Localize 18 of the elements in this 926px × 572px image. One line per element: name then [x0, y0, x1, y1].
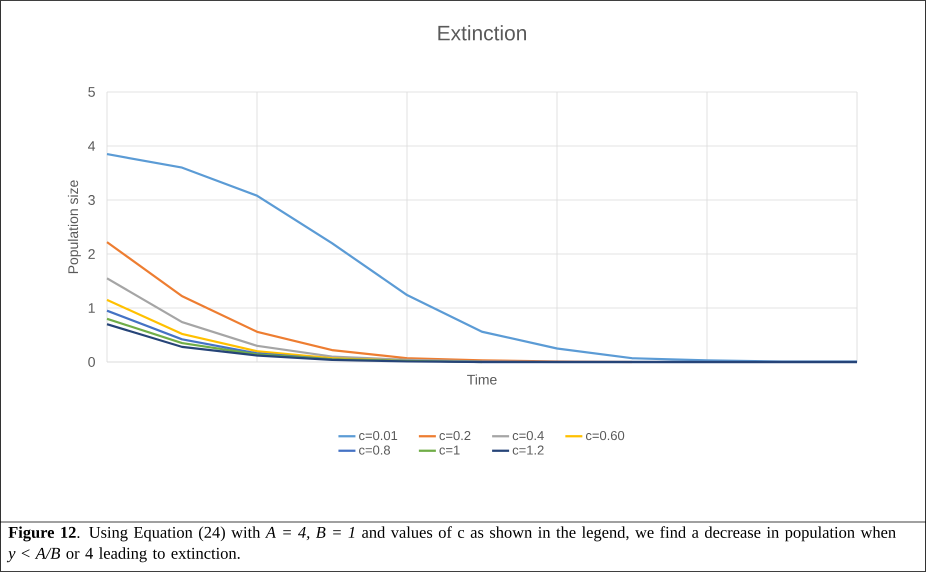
y-tick-label: 3	[88, 195, 95, 205]
y-axis-title: Population size	[68, 180, 81, 274]
y-tick-label: 1	[88, 303, 95, 313]
legend-label: c=0.8	[359, 446, 390, 455]
y-tick-label: 2	[88, 249, 95, 259]
legend-label: c=0.01	[359, 430, 398, 440]
y-tick-label: 0	[88, 357, 95, 367]
legend-label: c=1	[440, 446, 460, 455]
legend-label: c=1.2	[512, 446, 544, 455]
legend-label: c=0.60	[586, 430, 624, 440]
chart-title: Extinction	[438, 25, 526, 40]
y-tick-label: 4	[88, 141, 96, 151]
text: Figure 12. Using Equation (24) with A = 4, B = 1 and values of c as shown in the legend, we find a decrease in population when y < A/B or 4 leading to extinction.	[6, 526, 896, 562]
y-tick-label: 5	[88, 87, 95, 97]
legend-label: c=0.4	[512, 430, 544, 440]
legend-label: c=0.2	[440, 430, 470, 440]
line-series	[106, 298, 408, 362]
x-axis-title: Time	[467, 374, 497, 385]
